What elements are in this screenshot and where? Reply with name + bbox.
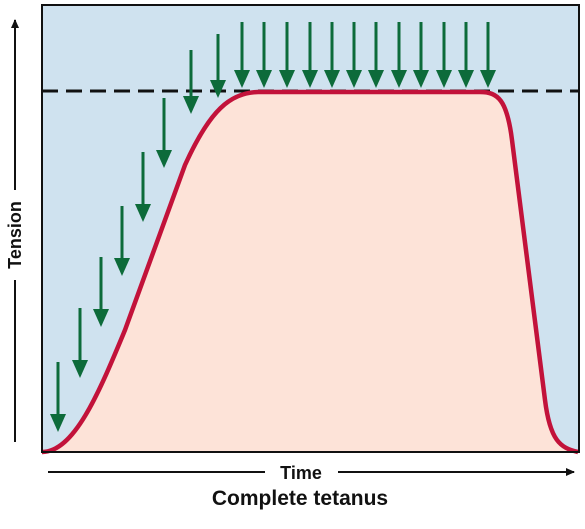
stimulus-arrow [302, 22, 318, 88]
stimulus-arrow [114, 206, 130, 276]
diagram-caption: Complete tetanus [212, 487, 388, 510]
stimulus-arrow [279, 22, 295, 88]
tension-curve-fill [42, 92, 578, 452]
stimulus-arrow [234, 22, 250, 88]
plot-frame [41, 4, 580, 453]
x-axis-label: Time [280, 463, 322, 483]
stimulus-arrow [458, 22, 474, 88]
stimulus-arrow [210, 34, 226, 98]
stimulus-arrow [436, 22, 452, 88]
stimulus-arrow [368, 22, 384, 88]
y-axis-label: Tension [5, 201, 25, 269]
stimulus-arrow [324, 22, 340, 88]
tension-curve [41, 89, 579, 455]
stimulus-arrows [50, 22, 496, 432]
stimulus-arrow [50, 362, 66, 432]
stimulus-arrow [346, 22, 362, 88]
stimulus-arrow [413, 22, 429, 88]
stimulus-arrow [156, 98, 172, 168]
stimulus-arrow [480, 22, 496, 88]
stimulus-arrow [72, 308, 88, 378]
stimulus-arrow [93, 257, 109, 327]
stimulus-arrow [183, 50, 199, 114]
stimulus-arrow [391, 22, 407, 88]
stimulus-arrow [135, 152, 151, 222]
stimulus-arrow [256, 22, 272, 88]
